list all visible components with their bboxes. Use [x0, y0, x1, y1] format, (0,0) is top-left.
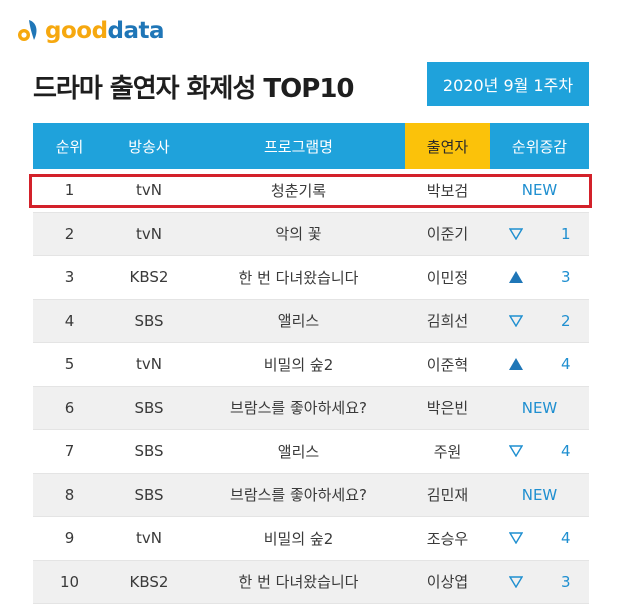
change-value: 4 — [560, 529, 571, 548]
cast-cell: 박은빈 — [426, 399, 469, 418]
program-cell: 한 번 다녀왔습니다 — [238, 268, 359, 287]
change-value: 1 — [560, 224, 571, 243]
rank-cell: 3 — [64, 268, 75, 287]
change-cell: 4 — [490, 517, 589, 560]
program-cell: 한 번 다녀왔습니다 — [238, 573, 359, 592]
table-row: 5 tvN 비밀의 숲2 이준혁 4 — [33, 343, 589, 387]
cast-cell: 이준혁 — [426, 355, 469, 374]
change-cell: 1 — [490, 213, 589, 256]
cast-cell: 박보검 — [426, 181, 469, 200]
triangle-down-icon — [508, 445, 523, 458]
table-header: 순위 방송사 프로그램명 출연자 순위증감 — [33, 123, 589, 169]
header-change: 순위증감 — [490, 123, 589, 169]
broadcaster-cell: tvN — [136, 529, 162, 548]
broadcaster-cell: SBS — [134, 398, 164, 417]
rank-cell: 8 — [64, 485, 75, 504]
new-badge: NEW — [521, 398, 558, 417]
table-row: 9 tvN 비밀의 숲2 조승우 4 — [33, 517, 589, 561]
brand-data: data — [107, 17, 165, 44]
table-row: 8 SBS 브람스를 좋아하세요? 김민재 NEW — [33, 473, 589, 517]
triangle-up-icon — [508, 271, 523, 284]
change-value: 4 — [560, 355, 571, 374]
ranking-table: 순위 방송사 프로그램명 출연자 순위증감 1 tvN 청춘기록 박보검 NEW 2 tvN… — [33, 123, 589, 604]
change-value: 2 — [560, 311, 571, 330]
cast-cell: 조승우 — [426, 529, 469, 548]
header-cast: 출연자 — [405, 123, 490, 169]
triangle-down-icon — [508, 532, 523, 545]
program-cell: 앨리스 — [277, 442, 320, 461]
change-cell: 2 — [490, 300, 589, 343]
change-cell: NEW — [490, 474, 589, 517]
page-title: 드라마 출연자 화제성 TOP10 — [33, 74, 355, 104]
program-cell: 브람스를 좋아하세요? — [230, 486, 367, 505]
header-broadcaster: 방송사 — [106, 123, 192, 169]
cast-cell: 김민재 — [426, 486, 469, 505]
date-badge: 2020년 9월 1주차 — [427, 62, 589, 106]
cast-cell: 주원 — [433, 442, 462, 461]
cast-cell: 김희선 — [426, 312, 469, 331]
change-cell: 4 — [490, 343, 589, 386]
gooddata-logo-icon — [18, 20, 37, 41]
rank-cell: 9 — [64, 529, 75, 548]
broadcaster-cell: tvN — [136, 181, 162, 200]
cast-cell: 이민정 — [426, 268, 469, 287]
broadcaster-cell: tvN — [136, 355, 162, 374]
brand-good: good — [45, 17, 108, 44]
program-cell: 브람스를 좋아하세요? — [230, 399, 367, 418]
header-program: 프로그램명 — [192, 123, 405, 169]
new-badge: NEW — [521, 181, 558, 200]
rank-change: 3 — [508, 268, 571, 287]
change-cell: 3 — [490, 561, 589, 604]
change-value: 3 — [560, 268, 571, 287]
triangle-down-icon — [508, 315, 523, 327]
cast-cell: 이준기 — [426, 225, 469, 244]
table-row: 3 KBS2 한 번 다녀왔습니다 이민정 3 — [33, 256, 589, 300]
rank-cell: 5 — [64, 355, 75, 374]
broadcaster-cell: SBS — [134, 311, 164, 330]
rank-change: 4 — [508, 442, 571, 461]
rank-cell: 1 — [64, 181, 75, 200]
triangle-up-icon — [508, 358, 523, 371]
change-value: 4 — [560, 442, 571, 461]
rank-change: 1 — [508, 224, 571, 243]
table-row: 7 SBS 앨리스 주원 4 — [33, 430, 589, 474]
table-row: 1 tvN 청춘기록 박보검 NEW — [33, 169, 589, 213]
change-cell: NEW — [490, 169, 589, 212]
triangle-down-icon — [508, 228, 523, 240]
rank-cell: 6 — [64, 398, 75, 417]
table-row: 10 KBS2 한 번 다녀왔습니다 이상엽 3 — [33, 560, 589, 604]
rank-cell: 4 — [64, 311, 75, 330]
program-cell: 악의 꽃 — [275, 225, 322, 244]
broadcaster-cell: KBS2 — [129, 268, 169, 287]
rank-cell: 7 — [64, 442, 75, 461]
rank-cell: 10 — [59, 572, 80, 591]
rank-cell: 2 — [64, 224, 75, 243]
triangle-down-icon — [508, 576, 523, 588]
program-cell: 청춘기록 — [270, 181, 327, 200]
broadcaster-cell: KBS2 — [129, 572, 169, 591]
program-cell: 비밀의 숲2 — [263, 355, 334, 374]
brand-name: gooddata — [45, 17, 165, 44]
table-row: 4 SBS 앨리스 김희선 2 — [33, 299, 589, 343]
brand-logo: gooddata — [16, 17, 165, 44]
change-cell: 3 — [490, 256, 589, 299]
new-badge: NEW — [521, 485, 558, 504]
program-cell: 앨리스 — [277, 312, 320, 331]
table-row: 2 tvN 악의 꽃 이준기 1 — [33, 212, 589, 256]
broadcaster-cell: SBS — [134, 442, 164, 461]
table-row: 6 SBS 브람스를 좋아하세요? 박은빈 NEW — [33, 386, 589, 430]
rank-change: 4 — [508, 355, 571, 374]
table-body: 1 tvN 청춘기록 박보검 NEW 2 tvN 악의 꽃 이준기 1 3 KBS2 한 번 다녀왔습니… — [33, 169, 589, 604]
rank-change: 2 — [508, 311, 571, 330]
rank-change: 4 — [508, 529, 571, 548]
header-rank: 순위 — [33, 123, 106, 169]
change-cell: 4 — [490, 430, 589, 473]
broadcaster-cell: tvN — [136, 224, 162, 243]
broadcaster-cell: SBS — [134, 485, 164, 504]
change-cell: NEW — [490, 387, 589, 430]
program-cell: 비밀의 숲2 — [263, 529, 334, 548]
change-value: 3 — [560, 572, 571, 591]
rank-change: 3 — [508, 572, 571, 591]
cast-cell: 이상엽 — [426, 573, 469, 592]
